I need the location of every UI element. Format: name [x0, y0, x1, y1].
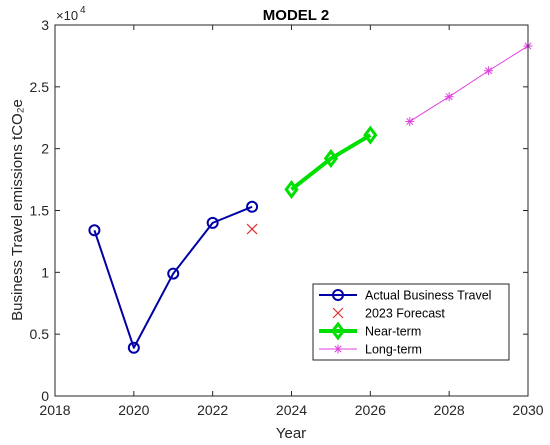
legend-marker [332, 289, 344, 301]
series-3 [405, 41, 533, 126]
series-line [409, 45, 529, 122]
series-line [93, 205, 253, 349]
y-tick-label: 0.5 [30, 326, 50, 342]
y-tick-label: 1 [41, 264, 49, 280]
x-tick-label: 2024 [276, 402, 307, 418]
data-point [323, 149, 339, 169]
data-point [284, 179, 299, 199]
legend-entry: Long-term [319, 343, 422, 357]
y-tick-label: 2.5 [30, 79, 50, 95]
plot-frame [54, 24, 529, 397]
data-point [405, 116, 415, 126]
marker-shape [485, 67, 493, 75]
chart-title: MODEL 2 [263, 7, 329, 24]
legend-label: Near-term [365, 325, 421, 339]
x-axis-label: Year [276, 425, 306, 442]
marker-shape [406, 117, 414, 125]
data-point [127, 341, 140, 354]
legend-marker [330, 321, 346, 341]
data-point [206, 216, 219, 229]
marker-shape [330, 321, 346, 341]
series-2 [284, 125, 378, 199]
x-tick-label: 2030 [512, 402, 543, 418]
legend-marker [333, 344, 343, 354]
marker-shape [246, 223, 258, 235]
legend-box [312, 283, 510, 361]
legend-marker [332, 307, 344, 319]
x-tick-label: 2022 [197, 402, 228, 418]
marker-shape [334, 345, 342, 353]
marker-shape [246, 200, 259, 213]
marker-shape [127, 341, 140, 354]
marker-shape [88, 224, 101, 237]
legend-label: Actual Business Travel [365, 289, 491, 303]
marker-shape [363, 125, 378, 145]
data-point [246, 223, 258, 235]
y-tick-label: 3 [41, 17, 49, 33]
data-point [363, 125, 378, 145]
marker-shape [284, 179, 299, 199]
x-tick-label: 2020 [118, 402, 149, 418]
x-tick-label: 2028 [434, 402, 465, 418]
marker-shape [332, 289, 344, 301]
marker-shape [206, 216, 219, 229]
legend: Actual Business Travel 2023 Forecast Near-… [312, 283, 510, 361]
x-tick-label: 2018 [39, 402, 70, 418]
y-tick-label: 1.5 [30, 203, 50, 219]
marker-shape [332, 307, 344, 319]
data-point [167, 267, 180, 280]
marker-shape [445, 93, 453, 101]
data-point [88, 224, 101, 237]
data-point [444, 92, 454, 102]
data-point [484, 66, 494, 76]
marker-shape [167, 267, 180, 280]
y-exponent-power: 4 [80, 5, 86, 16]
y-axis-label: Business Travel emissions tCO₂e [9, 99, 26, 321]
data-point [246, 200, 259, 213]
x-tick-label: 2026 [355, 402, 386, 418]
series-1 [246, 223, 258, 235]
legend-label: Long-term [365, 343, 422, 357]
y-exponent-base: ×10 [56, 8, 78, 23]
series-0 [88, 200, 259, 354]
legend-label: 2023 Forecast [365, 307, 445, 321]
y-tick-label: 2 [41, 141, 49, 157]
y-exponent: ×10 4 [56, 5, 86, 23]
marker-shape [323, 149, 339, 169]
y-tick-label: 0 [41, 388, 49, 404]
legend-entry: Near-term [319, 321, 421, 341]
legend-entry: Actual Business Travel [319, 289, 491, 303]
legend-entry: 2023 Forecast [332, 307, 445, 321]
series-line [290, 133, 372, 192]
